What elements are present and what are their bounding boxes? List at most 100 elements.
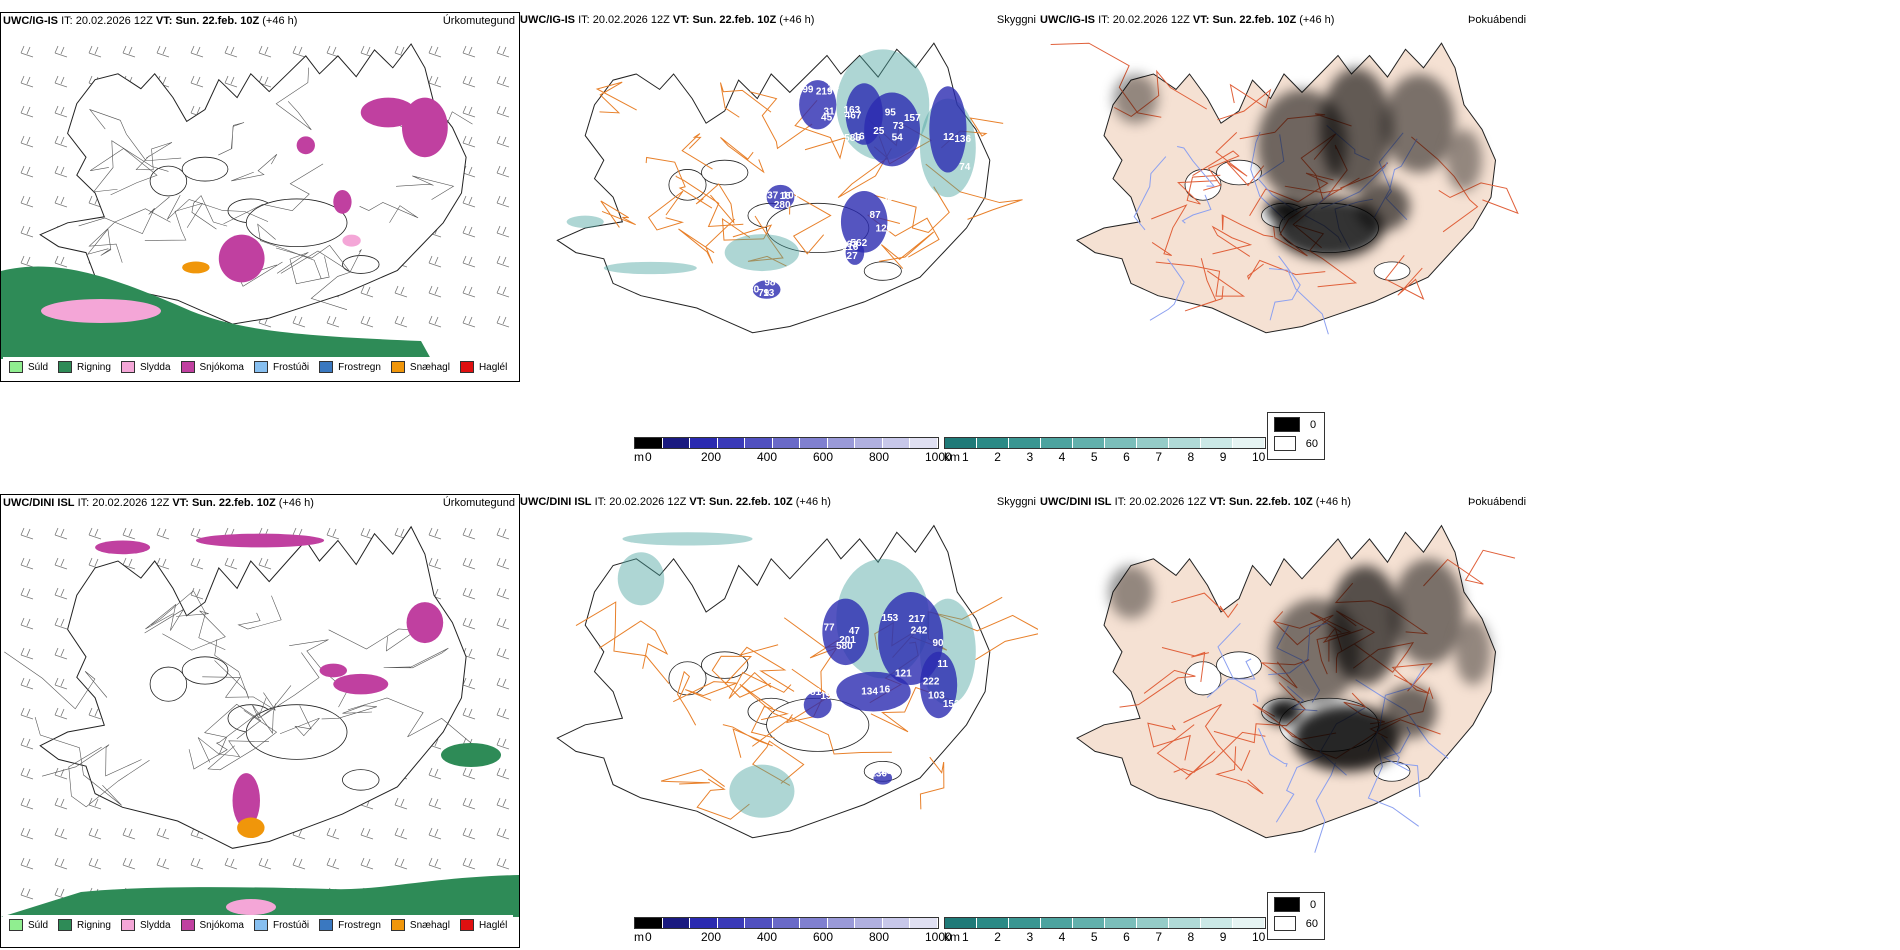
road — [90, 148, 158, 196]
precip-map-row2 — [1, 525, 519, 917]
ceiling-label: 103 — [841, 240, 858, 251]
colorbar-tick: 3 — [1026, 450, 1034, 464]
fog-scale-item: 60 — [1274, 916, 1318, 931]
legend-item: Frostregn — [319, 919, 381, 931]
visibility-area — [566, 215, 604, 228]
wind-barb — [462, 315, 476, 328]
colorbar-tick: 800 — [869, 930, 890, 944]
legend-item: Frostúði — [253, 361, 309, 373]
colorbar-cell — [977, 918, 1009, 928]
road — [1050, 42, 1162, 118]
wind-barb — [462, 857, 476, 870]
ceiling-label: 157 — [904, 113, 921, 124]
glacier-outline — [342, 769, 380, 791]
colorbar-tick: 1 — [962, 930, 969, 944]
glacier-outline — [181, 156, 229, 182]
colorbar-cell — [910, 918, 939, 928]
road — [720, 137, 765, 174]
glacier-outline — [1216, 651, 1262, 679]
road — [231, 154, 278, 182]
river — [1149, 258, 1185, 321]
legend-label: Haglél — [478, 919, 508, 931]
road — [879, 231, 934, 269]
colorbar-cell — [1233, 918, 1265, 928]
fog-scale-label: 0 — [1310, 898, 1317, 911]
colorbar-tick: 200 — [701, 450, 722, 464]
colorbar-cell — [717, 918, 746, 928]
road — [1213, 682, 1306, 744]
fog-type-label-row2: Þokuábendi — [1468, 496, 1527, 508]
legend-label: Slydda — [139, 361, 171, 373]
wind-barb — [394, 315, 408, 328]
wind-barb — [20, 797, 34, 810]
legend-swatch — [319, 919, 334, 931]
colorbar-ticks: km 1 2 3 4 5 6 7 8 9 10 — [944, 929, 1266, 944]
legend-label: Frostregn — [338, 361, 381, 373]
ceiling-area — [836, 671, 911, 712]
road — [1247, 259, 1326, 281]
wind-barb — [360, 527, 374, 540]
cloud-title-row1: UWC/IG-IS IT: 20.02.2026 12Z VT: Sun. 22… — [520, 14, 815, 26]
colorbar-cell — [1137, 918, 1169, 928]
precip-title-row1: UWC/IG-IS IT: 20.02.2026 12Z VT: Sun. 22… — [3, 15, 298, 27]
wind-barb — [462, 225, 476, 238]
iceland-coastline — [39, 525, 467, 849]
road — [34, 717, 122, 806]
glacier-outline — [245, 704, 348, 760]
road — [144, 603, 184, 634]
colorbar-cell — [800, 918, 828, 928]
road — [4, 651, 108, 710]
road — [1423, 549, 1516, 587]
wind-barb — [496, 857, 510, 870]
legend-item: Rigning — [58, 919, 111, 931]
wind-barb — [20, 857, 34, 870]
wind-barb — [326, 827, 340, 840]
legend-item: Snjókoma — [180, 919, 244, 931]
ceiling-area — [822, 598, 869, 666]
road — [166, 194, 269, 222]
road — [919, 756, 945, 810]
wind-barb — [326, 45, 340, 58]
ceiling-area — [920, 651, 958, 719]
colorbar-ticks: m 0 200 400 600 800 1000 — [634, 929, 952, 944]
wind-barb — [20, 135, 34, 148]
colorbar-cell — [882, 438, 911, 448]
fog-scale-swatch — [1274, 417, 1300, 432]
colorbar-tick: 1000 — [925, 930, 952, 944]
wind-barb — [462, 527, 476, 540]
colorbar-unit: m — [634, 930, 644, 944]
precip-legend-row2: Súld Rigning Slydda Snjókoma Frostúði Frostre… — [3, 915, 514, 935]
wind-barb — [292, 857, 306, 870]
fog-area — [1383, 73, 1455, 173]
wind-barb — [496, 45, 510, 58]
legend-swatch — [459, 919, 474, 931]
colorbar-tick: 7 — [1155, 930, 1163, 944]
wind-barb — [360, 315, 374, 328]
ceiling-area — [803, 691, 832, 719]
precip-area — [360, 97, 416, 128]
wind-barb — [360, 827, 374, 840]
road — [204, 703, 262, 756]
road — [223, 163, 324, 225]
wind-barb — [20, 225, 34, 238]
wind-barb — [496, 797, 510, 810]
colorbar-cell — [1073, 438, 1105, 448]
wind-barb — [428, 527, 442, 540]
colorbar-cell — [882, 918, 911, 928]
road — [275, 244, 350, 274]
colorbar-cells — [634, 437, 939, 449]
cloud-type-label-row2: Skyggni — [996, 496, 1036, 508]
wind-barb — [496, 737, 510, 750]
ceiling-label: 80 — [748, 284, 760, 295]
fog-scale-item: 0 — [1274, 417, 1318, 432]
colorbar-cell — [635, 438, 663, 448]
road — [237, 595, 282, 630]
road — [1173, 750, 1216, 780]
fog-area — [1383, 685, 1437, 739]
legend-item: Rigning — [58, 361, 111, 373]
colorbar-tick: 8 — [1187, 450, 1195, 464]
cloud-title-row2: UWC/DINI ISL IT: 20.02.2026 12Z VT: Sun.… — [520, 496, 831, 508]
glacier-outline — [668, 169, 707, 201]
legend-swatch — [459, 361, 474, 373]
colorbar-tick: 800 — [869, 450, 890, 464]
